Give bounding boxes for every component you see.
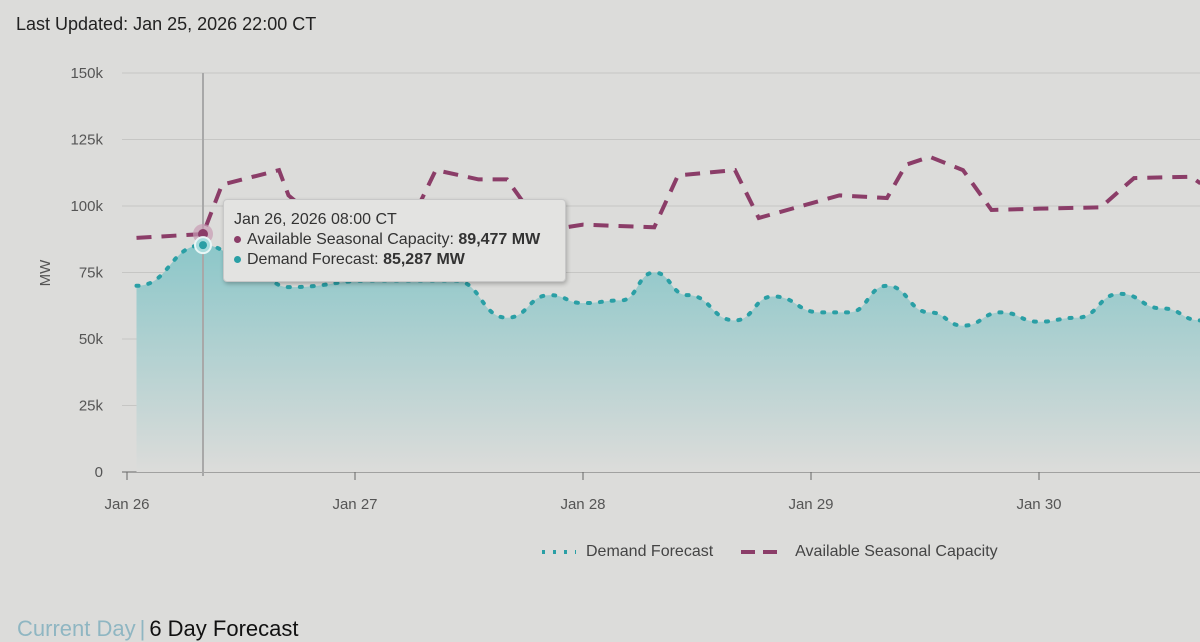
tooltip-label: Demand Forecast: xyxy=(247,251,383,268)
y-tick-label: 75k xyxy=(79,265,104,282)
x-tick-label: Jan 27 xyxy=(332,496,377,513)
demand-hover-point xyxy=(199,241,207,249)
dashed-line-icon xyxy=(741,549,785,555)
x-tick-label: Jan 29 xyxy=(788,496,833,513)
legend-item-capacity[interactable]: Available Seasonal Capacity xyxy=(741,543,998,561)
y-tick-label: 100k xyxy=(70,198,103,215)
y-tick-label: 25k xyxy=(79,398,104,415)
tooltip-label: Available Seasonal Capacity: xyxy=(247,231,458,248)
dotted-line-icon xyxy=(540,549,576,555)
tab-6-day-forecast[interactable]: 6 Day Forecast xyxy=(149,616,298,641)
tooltip-row-capacity: Available Seasonal Capacity: 89,477 MW xyxy=(234,230,565,250)
demand-dot-icon xyxy=(234,256,241,263)
tooltip-row-demand: Demand Forecast: 85,287 MW xyxy=(234,250,565,270)
y-tick-label: 0 xyxy=(95,464,103,481)
tooltip-title: Jan 26, 2026 08:00 CT xyxy=(234,210,565,230)
tooltip-value: 85,287 MW xyxy=(383,251,465,268)
x-tick-label: Jan 28 xyxy=(560,496,605,513)
y-axis-label: MW xyxy=(37,259,54,286)
capacity-dot-icon xyxy=(234,236,241,243)
legend-label: Available Seasonal Capacity xyxy=(795,543,998,561)
y-tick-label: 50k xyxy=(79,331,104,348)
x-tick-label: Jan 30 xyxy=(1016,496,1061,513)
x-tick-label: Jan 26 xyxy=(104,496,149,513)
y-tick-label: 150k xyxy=(70,65,103,82)
legend-item-demand[interactable]: Demand Forecast xyxy=(540,543,713,561)
tab-separator: | xyxy=(140,616,146,641)
tooltip: Jan 26, 2026 08:00 CT Available Seasonal… xyxy=(223,199,566,282)
view-tabs: Current Day|6 Day Forecast xyxy=(17,616,298,642)
y-tick-label: 125k xyxy=(70,132,103,149)
legend: Demand Forecast Available Seasonal Capac… xyxy=(540,543,998,561)
tab-current-day[interactable]: Current Day xyxy=(17,616,136,641)
legend-label: Demand Forecast xyxy=(586,543,713,561)
tooltip-value: 89,477 MW xyxy=(458,231,540,248)
